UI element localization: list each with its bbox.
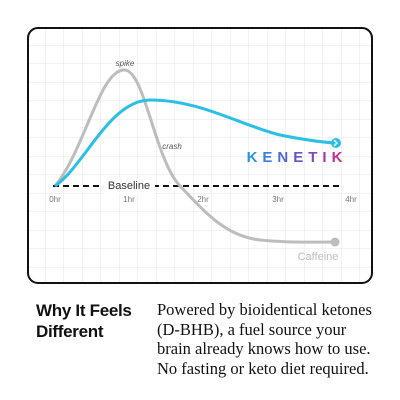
x-tick-label: 4hr	[345, 195, 357, 204]
body-text: Powered by bioidentical ketones (D-BHB), …	[157, 300, 397, 378]
crash-label: crash	[162, 142, 182, 151]
x-tick-label: 3hr	[272, 195, 284, 204]
caffeine-curve	[53, 68, 336, 244]
kenetik-curve	[54, 98, 336, 188]
body-line: Powered by bioidentical ketones	[157, 300, 372, 319]
caffeine-label: Caffeine	[298, 251, 339, 263]
baseline-label: Baseline	[108, 180, 150, 192]
x-tick-label: 0hr	[49, 195, 61, 204]
x-tick-label: 1hr	[123, 195, 135, 204]
caffeine-end	[330, 237, 340, 247]
baseline-bg	[103, 178, 155, 194]
chart-card: Baseline spike crash KENETIK Caffeine 0h…	[27, 27, 373, 284]
heading: Why It Feels Different	[36, 300, 156, 342]
x-tick-label: 2hr	[197, 195, 209, 204]
kenetik-end	[331, 138, 341, 148]
kenetik-arrow	[333, 139, 338, 147]
heading-line: Why It Feels	[36, 301, 132, 320]
heading-line: Different	[36, 322, 104, 341]
body-line: No fasting or keto diet required.	[157, 358, 369, 378]
body-line: (D-BHB), a fuel source your	[157, 319, 347, 339]
card-frame	[27, 27, 373, 284]
body-line: brain already knows how to use.	[157, 339, 371, 358]
x-labels: 0hr 1hr 2hr 3hr 4hr	[49, 195, 357, 204]
spike-label: spike	[116, 59, 135, 68]
brand-logo: KENETIK	[247, 149, 348, 166]
